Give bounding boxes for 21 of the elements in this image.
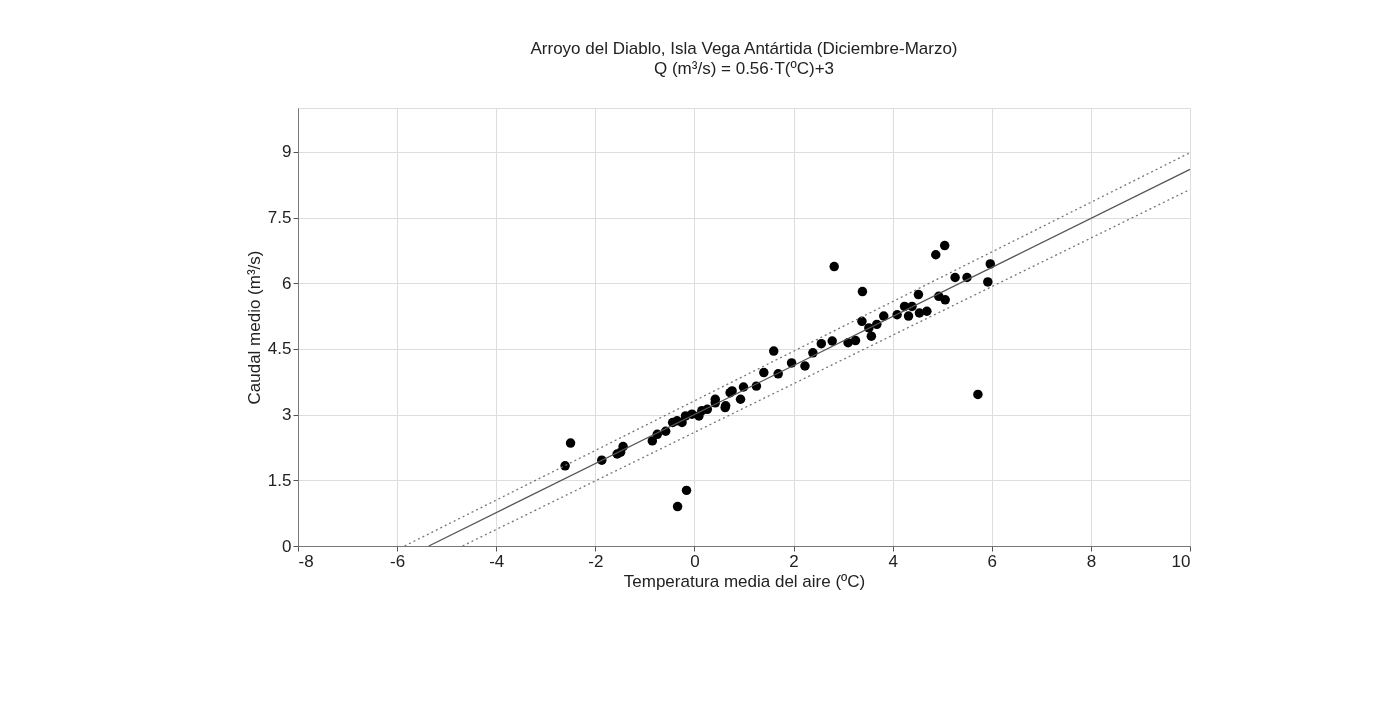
y-tick-label: 4.5	[267, 339, 292, 359]
y-tick-label: 3	[282, 405, 292, 425]
y-axis-title: Caudal medio (m³/s)	[244, 250, 264, 405]
x-tick-label: 4	[888, 551, 898, 571]
chart-subtitle: Q (m³/s) = 0.56·T(ºC)+3	[653, 59, 835, 78]
y-tick-label: 6	[282, 273, 292, 293]
y-tick-label: 1.5	[267, 470, 292, 490]
x-tick-label: 6	[987, 551, 998, 571]
x-tick-label: -6	[390, 551, 406, 571]
x-tick-label: 2	[789, 551, 799, 571]
y-tick-label: 0	[282, 536, 292, 556]
y-tick-label: 9	[282, 142, 292, 162]
x-axis-title: Temperatura media del aire (ºC)	[623, 571, 866, 591]
x-tick-label: -4	[489, 551, 505, 571]
x-tick-label: -8	[298, 551, 314, 571]
x-tick-label: 8	[1086, 551, 1097, 571]
x-tick-label: 0	[690, 551, 700, 571]
x-tick-label: 10	[1171, 551, 1191, 571]
chart-title: Arroyo del Diablo, Isla Vega Antártida (Diciembre-Marzo)	[530, 39, 958, 58]
x-tick-label: -2	[588, 551, 604, 571]
y-tick-label: 7.5	[267, 208, 292, 227]
